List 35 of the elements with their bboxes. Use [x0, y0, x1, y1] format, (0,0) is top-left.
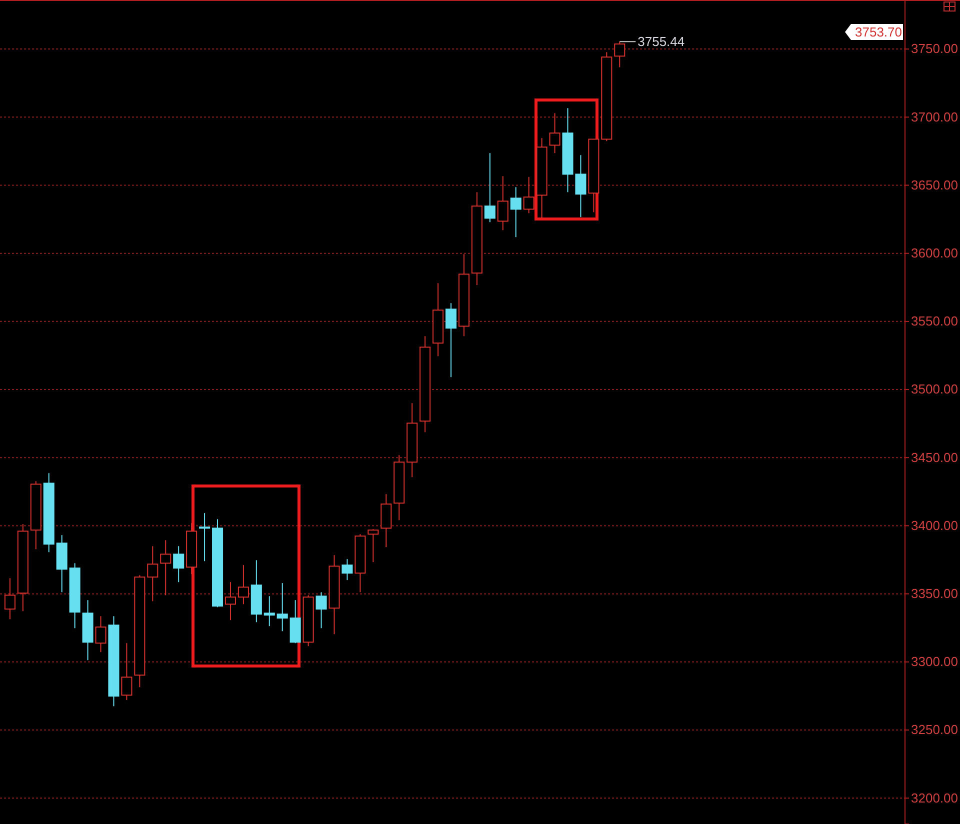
y-tick-label: 3300.00	[911, 654, 958, 670]
y-tick-label: 3350.00	[911, 586, 958, 601]
y-tick-label: 3200.00	[911, 790, 958, 806]
candlestick	[549, 112, 560, 154]
y-tick-label: 3600.00	[911, 245, 958, 260]
candlestick	[238, 564, 249, 605]
y-tick-label: 3450.00	[911, 450, 958, 465]
candlestick	[4, 578, 16, 620]
candlestick	[484, 152, 496, 223]
candlestick	[160, 540, 172, 596]
y-tick-label: 3400.00	[911, 518, 958, 533]
candlestick	[276, 582, 288, 632]
candlestick	[264, 596, 275, 627]
candlestick	[342, 558, 353, 581]
candlestick	[523, 176, 534, 214]
y-tick-label: 3500.00	[911, 382, 958, 397]
candlestick	[224, 582, 236, 621]
candlestick	[199, 512, 210, 562]
candlestick	[173, 546, 184, 583]
candlestick	[368, 528, 379, 563]
candlestick	[121, 642, 132, 701]
candlestick	[147, 546, 158, 602]
candlestick	[95, 616, 106, 653]
y-tick-label: 3250.00	[911, 722, 958, 738]
y-tick-label: 3550.00	[911, 314, 958, 329]
candlestick	[497, 176, 508, 231]
y-tick-label: 3750.00	[911, 41, 958, 56]
annotation: 3755.44	[638, 34, 685, 50]
y-tick-label: 3700.00	[911, 109, 958, 124]
candlestick	[316, 592, 327, 629]
y-tick-label: 3650.00	[911, 177, 958, 192]
candlestick	[614, 41, 626, 68]
candlestick	[445, 302, 457, 378]
candlestick	[510, 186, 522, 238]
annotation: 3753.70	[855, 24, 902, 40]
